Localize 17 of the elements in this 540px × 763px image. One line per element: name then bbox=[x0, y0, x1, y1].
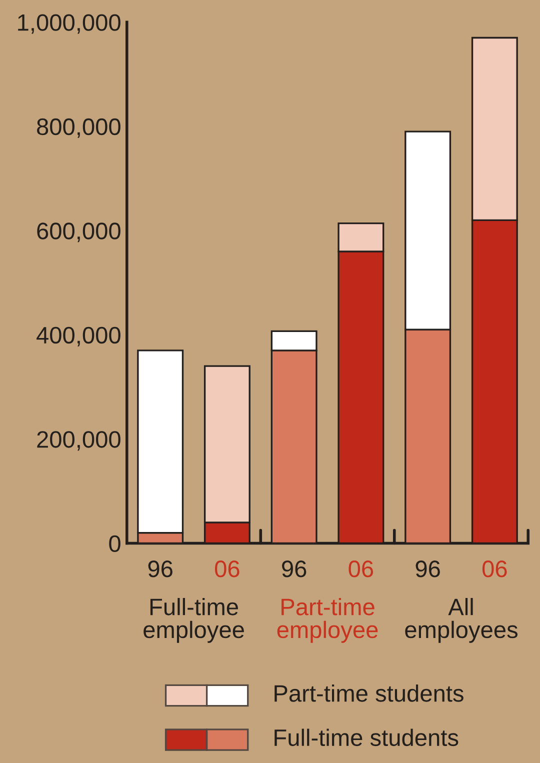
text: All employees bbox=[405, 598, 518, 643]
text: Full-time employee bbox=[144, 598, 244, 643]
x-tick-label: 06 bbox=[214, 560, 240, 578]
y-tick-label: 800,000 bbox=[37, 118, 120, 138]
x-tick-label: 96 bbox=[282, 560, 306, 578]
x-tick-label: 96 bbox=[416, 560, 440, 578]
y-tick-label: 600,000 bbox=[37, 222, 120, 242]
text: Part-time employee bbox=[277, 598, 378, 643]
y-tick-label: 0 bbox=[109, 535, 120, 552]
x-tick-label: 06 bbox=[482, 560, 507, 578]
y-tick-label: 1,000,000 bbox=[18, 14, 120, 34]
x-tick-label: 96 bbox=[148, 560, 172, 578]
legend-label: Full-time students bbox=[274, 728, 458, 746]
y-tick-label: 400,000 bbox=[36, 326, 120, 346]
x-tick-label: 06 bbox=[348, 560, 374, 578]
y-tick-label: 200,000 bbox=[37, 431, 120, 451]
legend-label: Part-time students bbox=[274, 684, 464, 702]
